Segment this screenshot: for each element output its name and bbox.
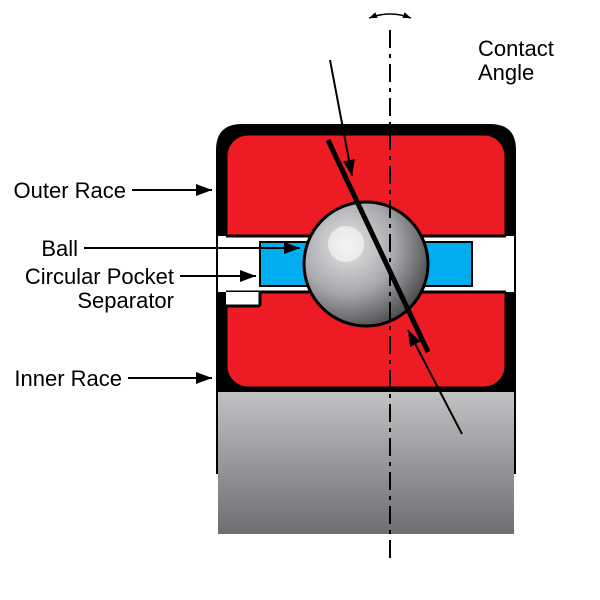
shaft (218, 392, 514, 534)
separator-right (424, 242, 472, 286)
inner-race-notch (226, 292, 260, 306)
label-ball: Ball (41, 236, 78, 261)
label-separator-1: Circular Pocket (25, 264, 174, 289)
label-outer-race: Outer Race (14, 178, 127, 203)
label-contact-angle-2: Angle (478, 60, 534, 85)
ball-highlight (328, 226, 364, 262)
label-separator-2: Separator (77, 288, 174, 313)
label-contact-angle-1: Contact (478, 36, 554, 61)
label-inner-race: Inner Race (14, 366, 122, 391)
